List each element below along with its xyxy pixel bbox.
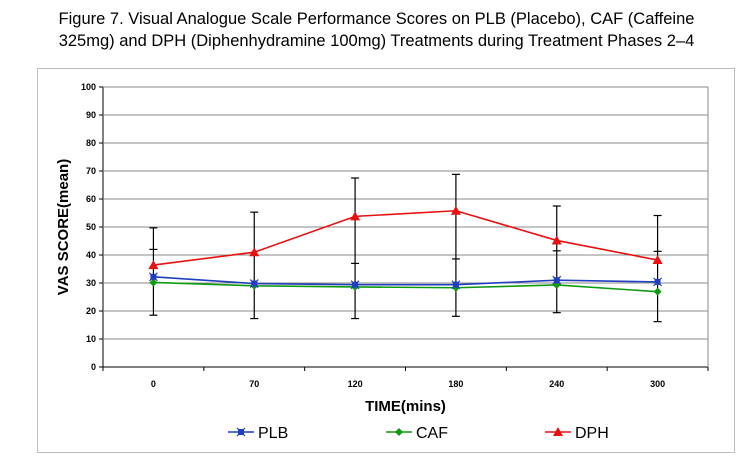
- y-tick-label: 60: [86, 194, 96, 204]
- marker-x: [552, 275, 562, 285]
- y-tick-label: 80: [86, 138, 96, 148]
- y-tick-label: 10: [86, 334, 96, 344]
- series-line-dph: [153, 209, 658, 266]
- chart-title: Figure 7. Visual Analogue Scale Performa…: [0, 8, 753, 52]
- x-axis-ticks: 0 70 120 180 240 300: [102, 367, 709, 389]
- y-tick-label: 0: [91, 362, 96, 372]
- marker-x: [148, 272, 158, 282]
- y-axis-label: VAS SCORE(mean): [55, 159, 72, 295]
- marker-triangle: [553, 427, 563, 436]
- marker-x: [350, 280, 360, 290]
- chart-title-line-1: Figure 7. Visual Analogue Scale Performa…: [58, 10, 695, 28]
- marker-triangle: [652, 255, 663, 265]
- series-line-caf: [153, 281, 658, 293]
- x-tick-label: 180: [448, 379, 463, 389]
- legend-label: DPH: [575, 425, 609, 442]
- marker-diamond: [149, 278, 158, 287]
- marker-x: [249, 279, 259, 288]
- chart-title-line-2: 325mg) and DPH (Diphenhydramine 100mg) T…: [58, 32, 695, 50]
- grid-lines: [102, 86, 709, 368]
- marker-triangle: [148, 260, 159, 270]
- x-tick-label: 120: [348, 379, 363, 389]
- marker-x: [451, 280, 461, 290]
- y-tick-label: 20: [86, 306, 96, 316]
- x-tick-label: 240: [549, 379, 564, 389]
- marker-diamond: [653, 287, 662, 296]
- series-caf: [149, 278, 662, 296]
- legend-item-plb: PLB: [228, 425, 288, 442]
- chart-frame: [37, 68, 735, 453]
- y-axis-ticks: 0 10 20 30 40 50 60 70 80 90 100: [81, 82, 103, 372]
- marker-x: [653, 277, 663, 287]
- legend-label: PLB: [258, 425, 288, 442]
- legend-item-dph: DPH: [545, 425, 609, 442]
- series-lines: [148, 205, 663, 296]
- marker-x: [236, 427, 246, 437]
- error-bars: [149, 173, 662, 323]
- x-axis-label: TIME(mins): [365, 398, 446, 415]
- x-tick-label: 70: [249, 379, 259, 389]
- y-tick-label: 40: [86, 250, 96, 260]
- marker-triangle: [249, 247, 260, 257]
- y-tick-label: 30: [86, 278, 96, 288]
- marker-triangle: [350, 211, 361, 221]
- legend: PLB CAF DPH: [228, 425, 609, 442]
- marker-triangle: [450, 205, 461, 215]
- y-tick-label: 90: [86, 110, 96, 120]
- x-tick-label: 0: [151, 379, 156, 389]
- series-dph: [148, 205, 663, 270]
- legend-item-caf: CAF: [386, 425, 448, 442]
- y-tick-label: 50: [86, 222, 96, 232]
- y-tick-label: 70: [86, 166, 96, 176]
- x-tick-label: 300: [650, 379, 665, 389]
- legend-label: CAF: [416, 425, 448, 442]
- marker-triangle: [551, 235, 562, 245]
- series-line-plb: [153, 276, 658, 286]
- series-plb: [148, 272, 663, 290]
- marker-diamond: [395, 428, 403, 436]
- y-tick-label: 100: [81, 82, 96, 92]
